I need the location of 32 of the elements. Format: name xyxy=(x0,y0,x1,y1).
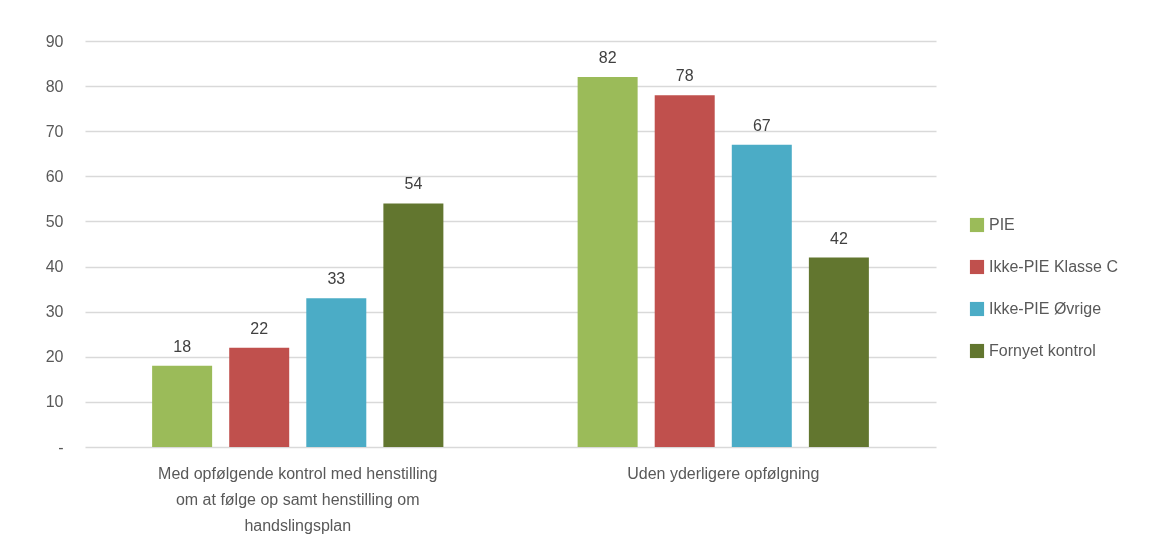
y-tick-label: 50 xyxy=(45,212,64,230)
legend-label: PIE xyxy=(989,216,1015,233)
data-label: 78 xyxy=(675,67,694,85)
y-tick-label: 10 xyxy=(45,393,64,411)
y-tick-label: 80 xyxy=(45,77,64,95)
legend-label: Fornyet kontrol xyxy=(989,342,1096,359)
y-tick-label: 40 xyxy=(45,258,64,276)
y-tick-label: 20 xyxy=(45,348,64,366)
bar xyxy=(577,77,638,447)
data-label: 82 xyxy=(598,49,617,67)
bar xyxy=(383,203,444,447)
data-label: 42 xyxy=(829,229,848,247)
legend-label: Ikke-PIE Øvrige xyxy=(989,300,1102,317)
x-tick-label: Uden yderligere opfølgning xyxy=(627,464,820,482)
legend-label: Ikke-PIE Klasse C xyxy=(989,258,1118,275)
bar xyxy=(731,144,792,447)
data-label: 54 xyxy=(404,175,423,193)
data-label: 33 xyxy=(327,270,346,288)
bar xyxy=(654,95,715,447)
data-label: 22 xyxy=(250,319,269,337)
y-tick-label: 70 xyxy=(45,122,64,140)
y-tick-label: 30 xyxy=(45,303,64,321)
data-label: 67 xyxy=(752,116,771,134)
y-tick-label: - xyxy=(58,438,64,456)
data-label: 18 xyxy=(173,337,192,355)
bar xyxy=(808,257,869,447)
bar xyxy=(152,365,213,447)
y-tick-label: 90 xyxy=(45,32,64,50)
bar xyxy=(229,347,290,447)
y-tick-label: 60 xyxy=(45,167,64,185)
bar xyxy=(306,298,367,447)
x-tick-label: Med opfølgende kontrol med henstilling om at følge op samt henstilling om handslingsplan xyxy=(158,464,438,534)
